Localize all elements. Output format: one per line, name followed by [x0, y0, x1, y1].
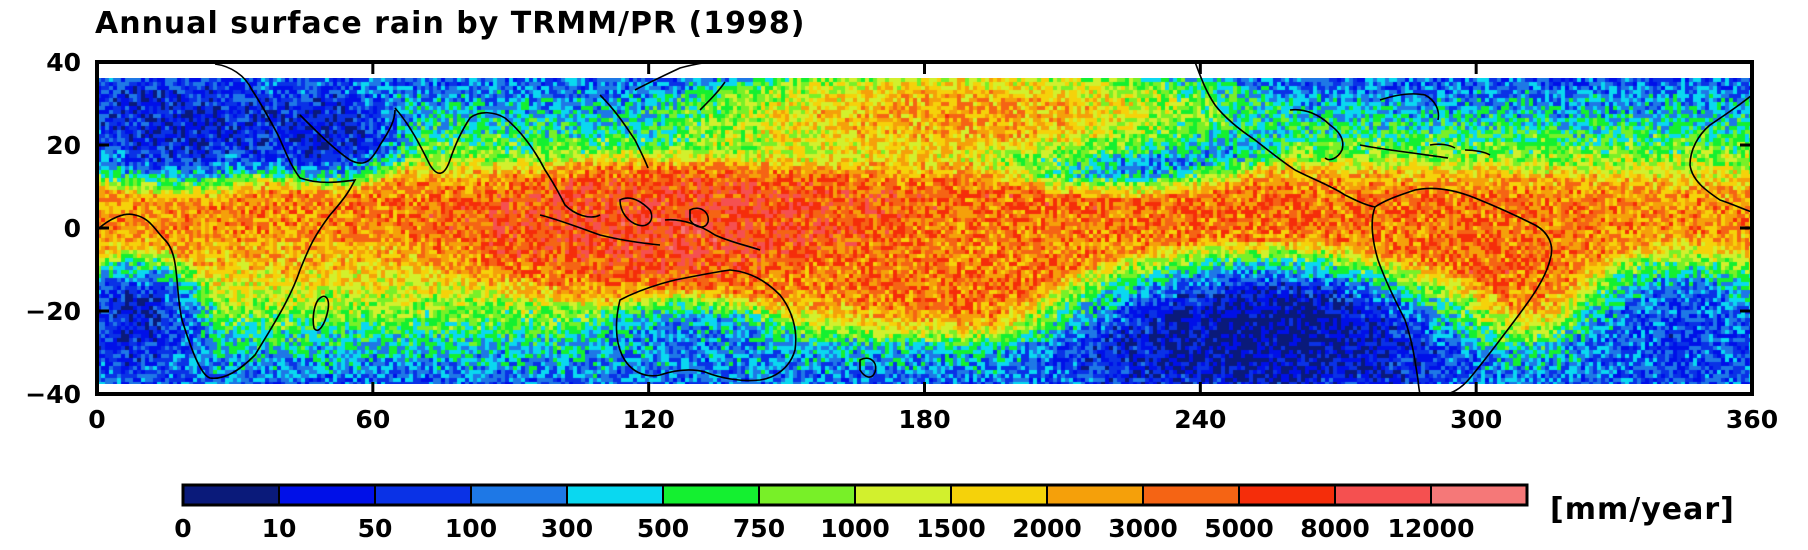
colorbar-boundary-label: 5000	[1204, 514, 1274, 543]
colorbar-swatch	[566, 484, 664, 506]
y-tick-label: 0	[64, 214, 81, 243]
colorbar-swatch	[950, 484, 1048, 506]
colorbar-boundary-label: 100	[445, 514, 497, 543]
colorbar: 0 10 50 100 300 500 750 1000 1500 2000 3000 5000 800…	[174, 483, 1529, 543]
colorbar-boundary-label: 10	[262, 514, 297, 543]
colorbar-boundary-label: 1500	[916, 514, 986, 543]
x-tick-label: 300	[1450, 405, 1502, 434]
x-axis: 0 60 120 180 240 300 360	[88, 62, 1778, 434]
x-tick-label: 360	[1726, 405, 1778, 434]
colorbar-boundary-label: 3000	[1108, 514, 1178, 543]
y-axis: 40 20 0 −20 −40	[25, 48, 1752, 409]
colorbar-swatch	[1334, 484, 1432, 506]
y-tick-label: −20	[25, 297, 81, 326]
colorbar-swatch	[1142, 484, 1240, 506]
x-tick-label: 120	[623, 405, 675, 434]
colorbar-swatch	[758, 484, 856, 506]
colorbar-swatch	[662, 484, 760, 506]
colorbar-boundary-label: 2000	[1012, 514, 1082, 543]
y-tick-label: −40	[25, 380, 81, 409]
colorbar-boundary-label: 300	[541, 514, 593, 543]
colorbar-swatch	[374, 484, 472, 506]
colorbar-frame	[181, 483, 1529, 507]
colorbar-swatch	[1238, 484, 1336, 506]
x-tick-label: 240	[1174, 405, 1226, 434]
colorbar-swatch	[182, 484, 280, 506]
colorbar-boundary-label: 50	[358, 514, 393, 543]
colorbar-units-label: [mm/year]	[1550, 492, 1735, 527]
colorbar-swatch	[1046, 484, 1144, 506]
colorbar-boundary-label: 0	[174, 514, 191, 543]
colorbar-boundary-label: 750	[733, 514, 785, 543]
y-tick-label: 20	[46, 131, 81, 160]
colorbar-swatch	[470, 484, 568, 506]
colorbar-swatch	[278, 484, 376, 506]
x-tick-label: 60	[355, 405, 390, 434]
coastlines	[97, 62, 1752, 394]
colorbar-boundary-label: 500	[637, 514, 689, 543]
map-title: Annual surface rain by TRMM/PR (1998)	[95, 6, 806, 41]
colorbar-swatch	[854, 484, 952, 506]
colorbar-boundary-label: 12000	[1388, 514, 1475, 543]
colorbar-swatch	[1430, 484, 1528, 506]
colorbar-boundary-label: 8000	[1300, 514, 1370, 543]
colorbar-boundary-label: 1000	[820, 514, 890, 543]
x-tick-label: 180	[898, 405, 950, 434]
y-tick-label: 40	[46, 48, 81, 77]
x-tick-label: 0	[88, 405, 105, 434]
